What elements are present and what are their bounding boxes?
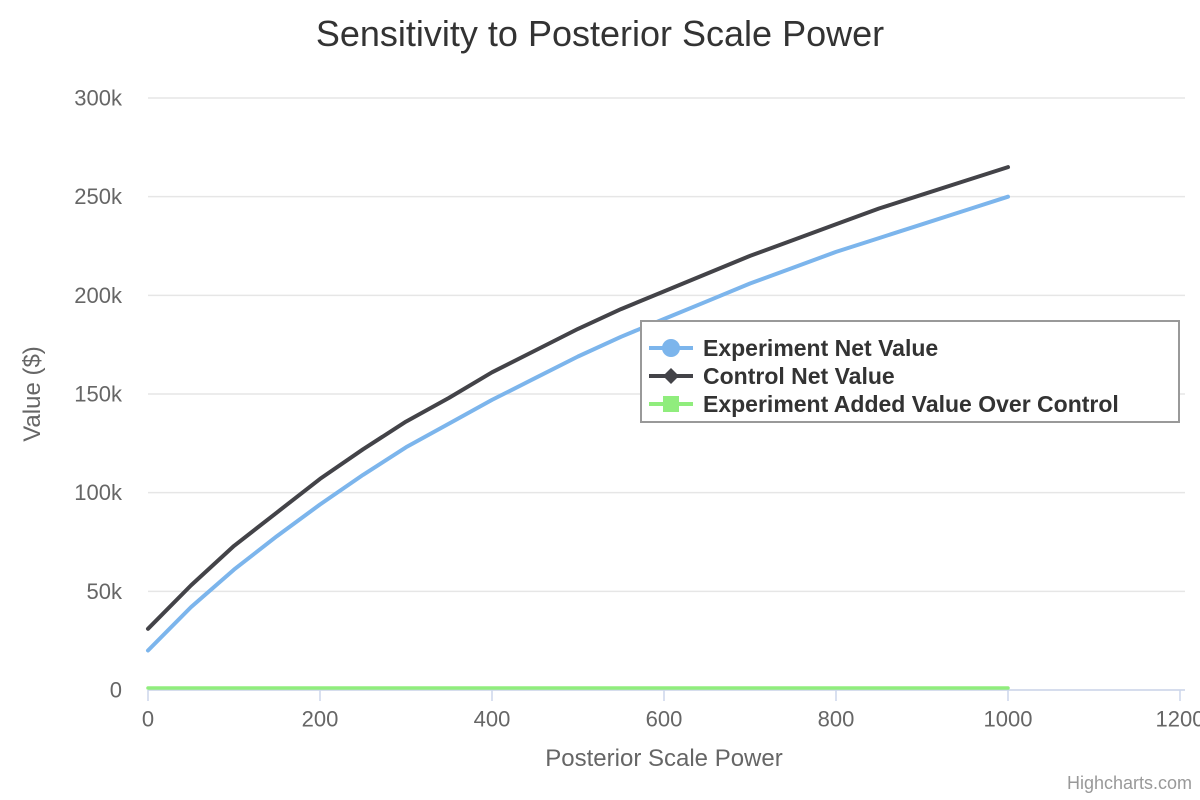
- x-axis-labels: 0 200 400 600 800 1000 1200: [142, 707, 1200, 732]
- x-tick-label: 0: [142, 707, 154, 732]
- gridlines: [148, 97, 1185, 691]
- x-tick-label: 600: [646, 707, 683, 732]
- y-tick-label: 50k: [87, 579, 123, 604]
- y-axis-title: Value ($): [19, 346, 46, 442]
- legend-box: [640, 320, 1180, 423]
- y-tick-label: 300k: [74, 86, 123, 111]
- y-tick-label: 250k: [74, 184, 123, 209]
- series-line-1[interactable]: [146, 194, 1010, 653]
- x-axis-title: Posterior Scale Power: [545, 745, 782, 772]
- chart-title: Sensitivity to Posterior Scale Power: [316, 13, 884, 54]
- y-tick-label: 0: [110, 678, 122, 703]
- legend-circle-icon: [662, 339, 680, 357]
- x-tick-label: 1200: [1156, 707, 1200, 732]
- legend-item-1[interactable]: Experiment Net Value: [649, 335, 938, 361]
- series-line-2[interactable]: [146, 165, 1010, 631]
- legend-square-icon: [663, 396, 679, 412]
- y-tick-label: 200k: [74, 283, 123, 308]
- credits-link[interactable]: Highcharts.com: [1067, 773, 1192, 793]
- legend-diamond-icon: [663, 368, 679, 384]
- x-tick-label: 800: [818, 707, 855, 732]
- legend-item-label: Control Net Value: [703, 363, 895, 389]
- y-axis-labels: 0 50k 100k 150k 200k 250k 300k: [74, 86, 123, 703]
- x-tick-label: 400: [474, 707, 511, 732]
- legend-item-label: Experiment Net Value: [703, 335, 938, 361]
- legend-item-2[interactable]: Control Net Value: [649, 363, 895, 389]
- x-tick-label: 200: [302, 707, 339, 732]
- legend-item-3[interactable]: Experiment Added Value Over Control: [649, 391, 1119, 417]
- y-tick-label: 150k: [74, 382, 123, 407]
- legend-item-label: Experiment Added Value Over Control: [703, 391, 1119, 417]
- x-axis: [147, 689, 1185, 701]
- y-tick-label: 100k: [74, 480, 123, 505]
- x-tick-label: 1000: [984, 707, 1033, 732]
- series-lines: [146, 165, 1010, 690]
